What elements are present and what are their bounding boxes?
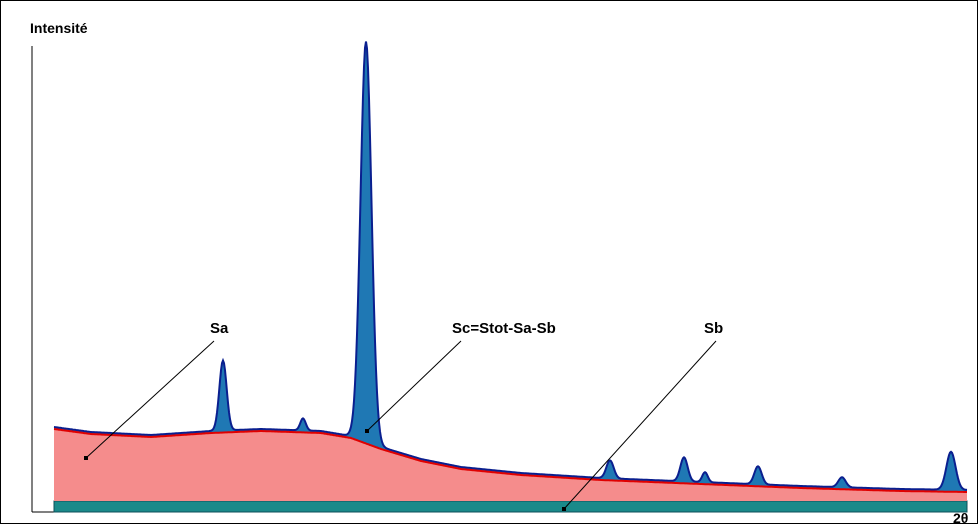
- series-sa-area: [54, 429, 967, 501]
- annotation-sa: Sa: [210, 320, 229, 337]
- series-sa-line: [53, 428, 967, 493]
- y-axis-title: Intensité: [30, 20, 88, 36]
- leader-marker-sc: [365, 429, 369, 433]
- leader-line-sb: [563, 340, 717, 510]
- series-sb-area: [53, 500, 968, 513]
- annotation-sb: Sb: [704, 320, 723, 337]
- leader-marker-sa: [84, 456, 88, 460]
- series-sc-peaks: [54, 41, 967, 492]
- leader-line-sa: [85, 340, 215, 459]
- total-signal-line: [53, 41, 968, 491]
- annotation-sc: Sc=Stot-Sa-Sb: [452, 320, 556, 337]
- leader-line-sc: [366, 340, 462, 432]
- x-axis-title: 2θ: [953, 510, 968, 524]
- leader-marker-sb: [562, 507, 566, 511]
